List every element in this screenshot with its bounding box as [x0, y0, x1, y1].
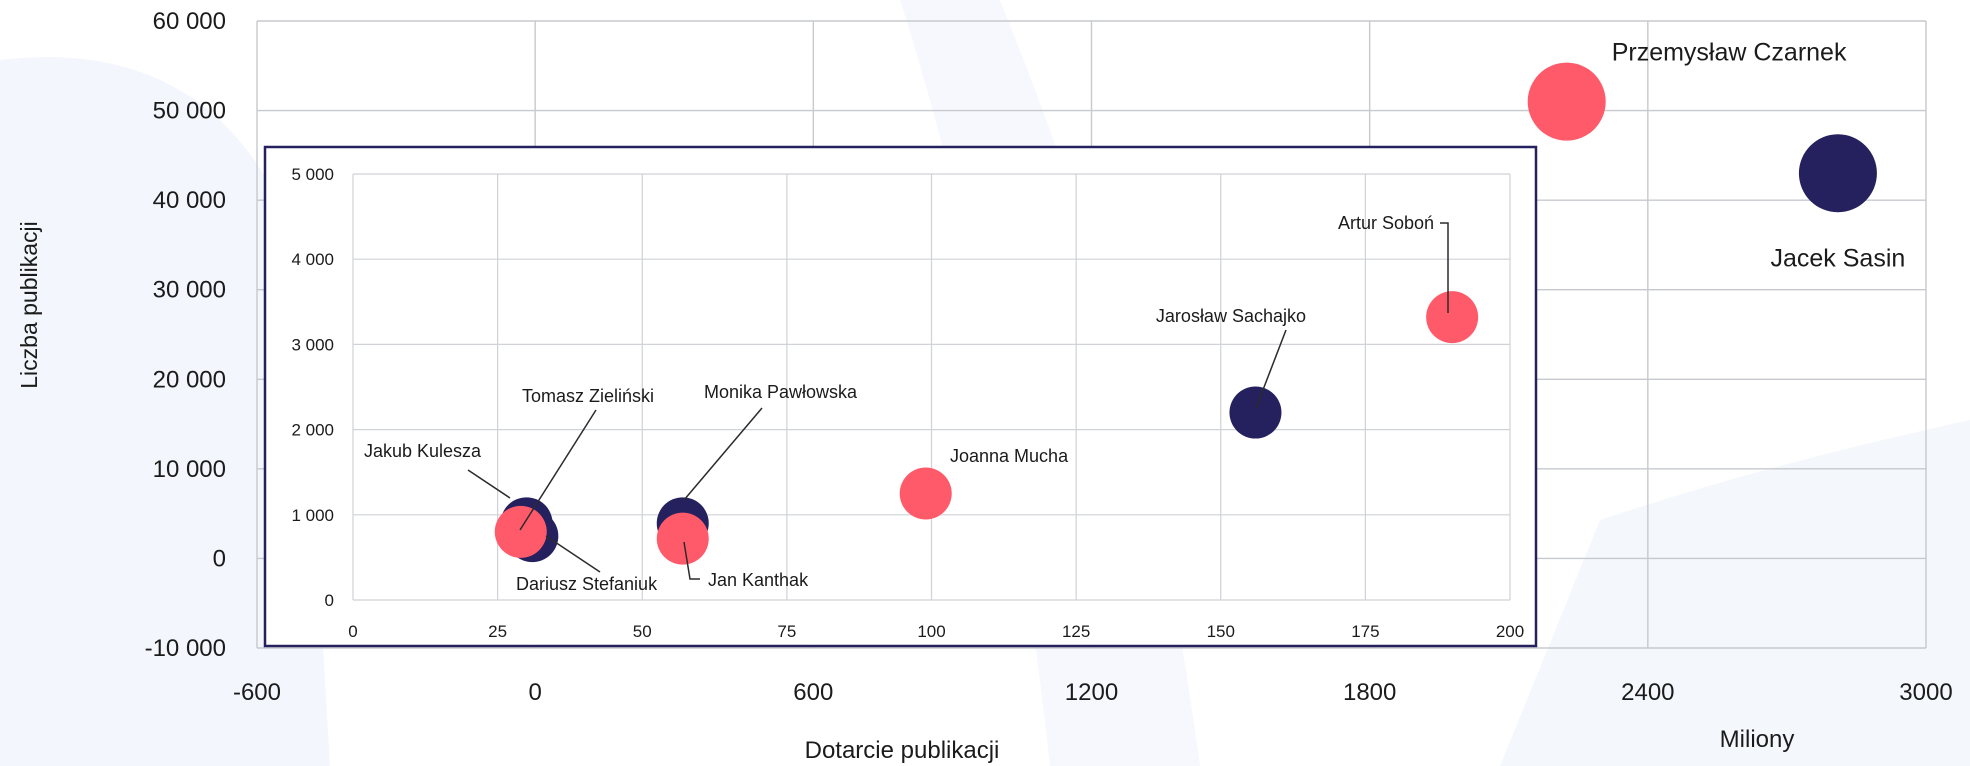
inset-x-tick-label: 200 — [1496, 622, 1524, 641]
outer-y-tick-label: 50 000 — [153, 98, 226, 125]
outer-x-tick-label: 1200 — [1065, 679, 1118, 706]
inset-point-label: Dariusz Stefaniuk — [516, 574, 658, 594]
inset-x-tick-label: 75 — [777, 622, 796, 641]
leader-line — [519, 409, 597, 531]
inset-x-tick-label: 50 — [633, 622, 652, 641]
leader-line — [1255, 329, 1287, 409]
inset-point — [656, 512, 709, 565]
inset-leader-lines — [467, 222, 1449, 580]
outer-y-tick-label: 40 000 — [153, 187, 226, 214]
outer-point — [1527, 62, 1606, 141]
outer-y-tick-label: 10 000 — [153, 456, 226, 483]
inset-y-tick-label: 5 000 — [291, 165, 334, 184]
outer-y-tick-label: 30 000 — [153, 277, 226, 304]
inset-x-tick-label: 0 — [348, 622, 357, 641]
inset-point-labels: Jakub Kulesza Dariusz Stefaniuk Tomasz Zie… — [364, 213, 1434, 594]
inset-point — [1426, 291, 1479, 344]
outer-x-tick-label: 600 — [793, 679, 833, 706]
inset-grid — [352, 173, 1511, 601]
outer-x-tick-label: 2400 — [1621, 679, 1674, 706]
inset-point-label: Monika Pawłowska — [704, 382, 858, 402]
leader-line — [1440, 222, 1449, 313]
outer-tick-labels: -600 0 600 1200 1800 2400 3000 -10 000 0 10 000 20… — [145, 8, 1953, 706]
inset-point-label: Jakub Kulesza — [364, 441, 482, 461]
outer-y-tick-label: 20 000 — [153, 366, 226, 393]
y-axis-title: Liczba publikacji — [16, 221, 42, 388]
outer-point-label: Jacek Sasin — [1771, 244, 1906, 272]
leader-line — [467, 469, 511, 499]
outer-x-tick-label: 1800 — [1343, 679, 1396, 706]
inset-y-tick-label: 2 000 — [291, 421, 334, 440]
inset-point — [1229, 386, 1282, 439]
inset-point — [494, 505, 547, 558]
inset-point-label: Tomasz Zieliński — [522, 386, 654, 406]
x-axis-title: Dotarcie publikacji — [805, 737, 1000, 764]
outer-x-tick-label: -600 — [233, 679, 281, 706]
outer-y-tick-label: 0 — [213, 545, 226, 572]
inset-point-label: Jan Kanthak — [708, 570, 809, 590]
outer-x-tick-label: 3000 — [1899, 679, 1952, 706]
leader-line — [683, 541, 700, 580]
inset-tick-labels: 0 25 50 75 100 125 150 175 200 0 1 000 2 000 3 000 4 … — [291, 165, 1524, 641]
inset-x-tick-label: 175 — [1351, 622, 1379, 641]
leader-line — [683, 407, 763, 501]
inset-y-tick-label: 4 000 — [291, 250, 334, 269]
inset-point-label: Joanna Mucha — [950, 446, 1069, 466]
inset-point-label: Artur Soboń — [1338, 213, 1434, 233]
unit-label: Miliony — [1720, 726, 1795, 753]
inset-x-tick-label: 150 — [1207, 622, 1235, 641]
outer-y-tick-label: -10 000 — [145, 635, 226, 662]
inset-x-tick-label: 125 — [1062, 622, 1090, 641]
inset-y-tick-label: 3 000 — [291, 335, 334, 354]
inset-frame — [263, 145, 1538, 648]
outer-y-tick-label: 60 000 — [153, 8, 226, 35]
inset-x-tick-label: 25 — [488, 622, 507, 641]
inset-y-tick-label: 0 — [325, 591, 334, 610]
outer-points: Przemysław Czarnek Jacek Sasin — [1527, 39, 1906, 272]
leader-line — [545, 535, 601, 573]
outer-point-label: Przemysław Czarnek — [1612, 39, 1847, 67]
inset-x-tick-label: 100 — [917, 622, 945, 641]
outer-x-tick-label: 0 — [528, 679, 541, 706]
outer-point — [1798, 134, 1877, 213]
inset-point-label: Jarosław Sachajko — [1156, 306, 1306, 326]
inset-points — [494, 291, 1479, 565]
inset-y-tick-label: 1 000 — [291, 506, 334, 525]
inset-point — [899, 467, 952, 520]
